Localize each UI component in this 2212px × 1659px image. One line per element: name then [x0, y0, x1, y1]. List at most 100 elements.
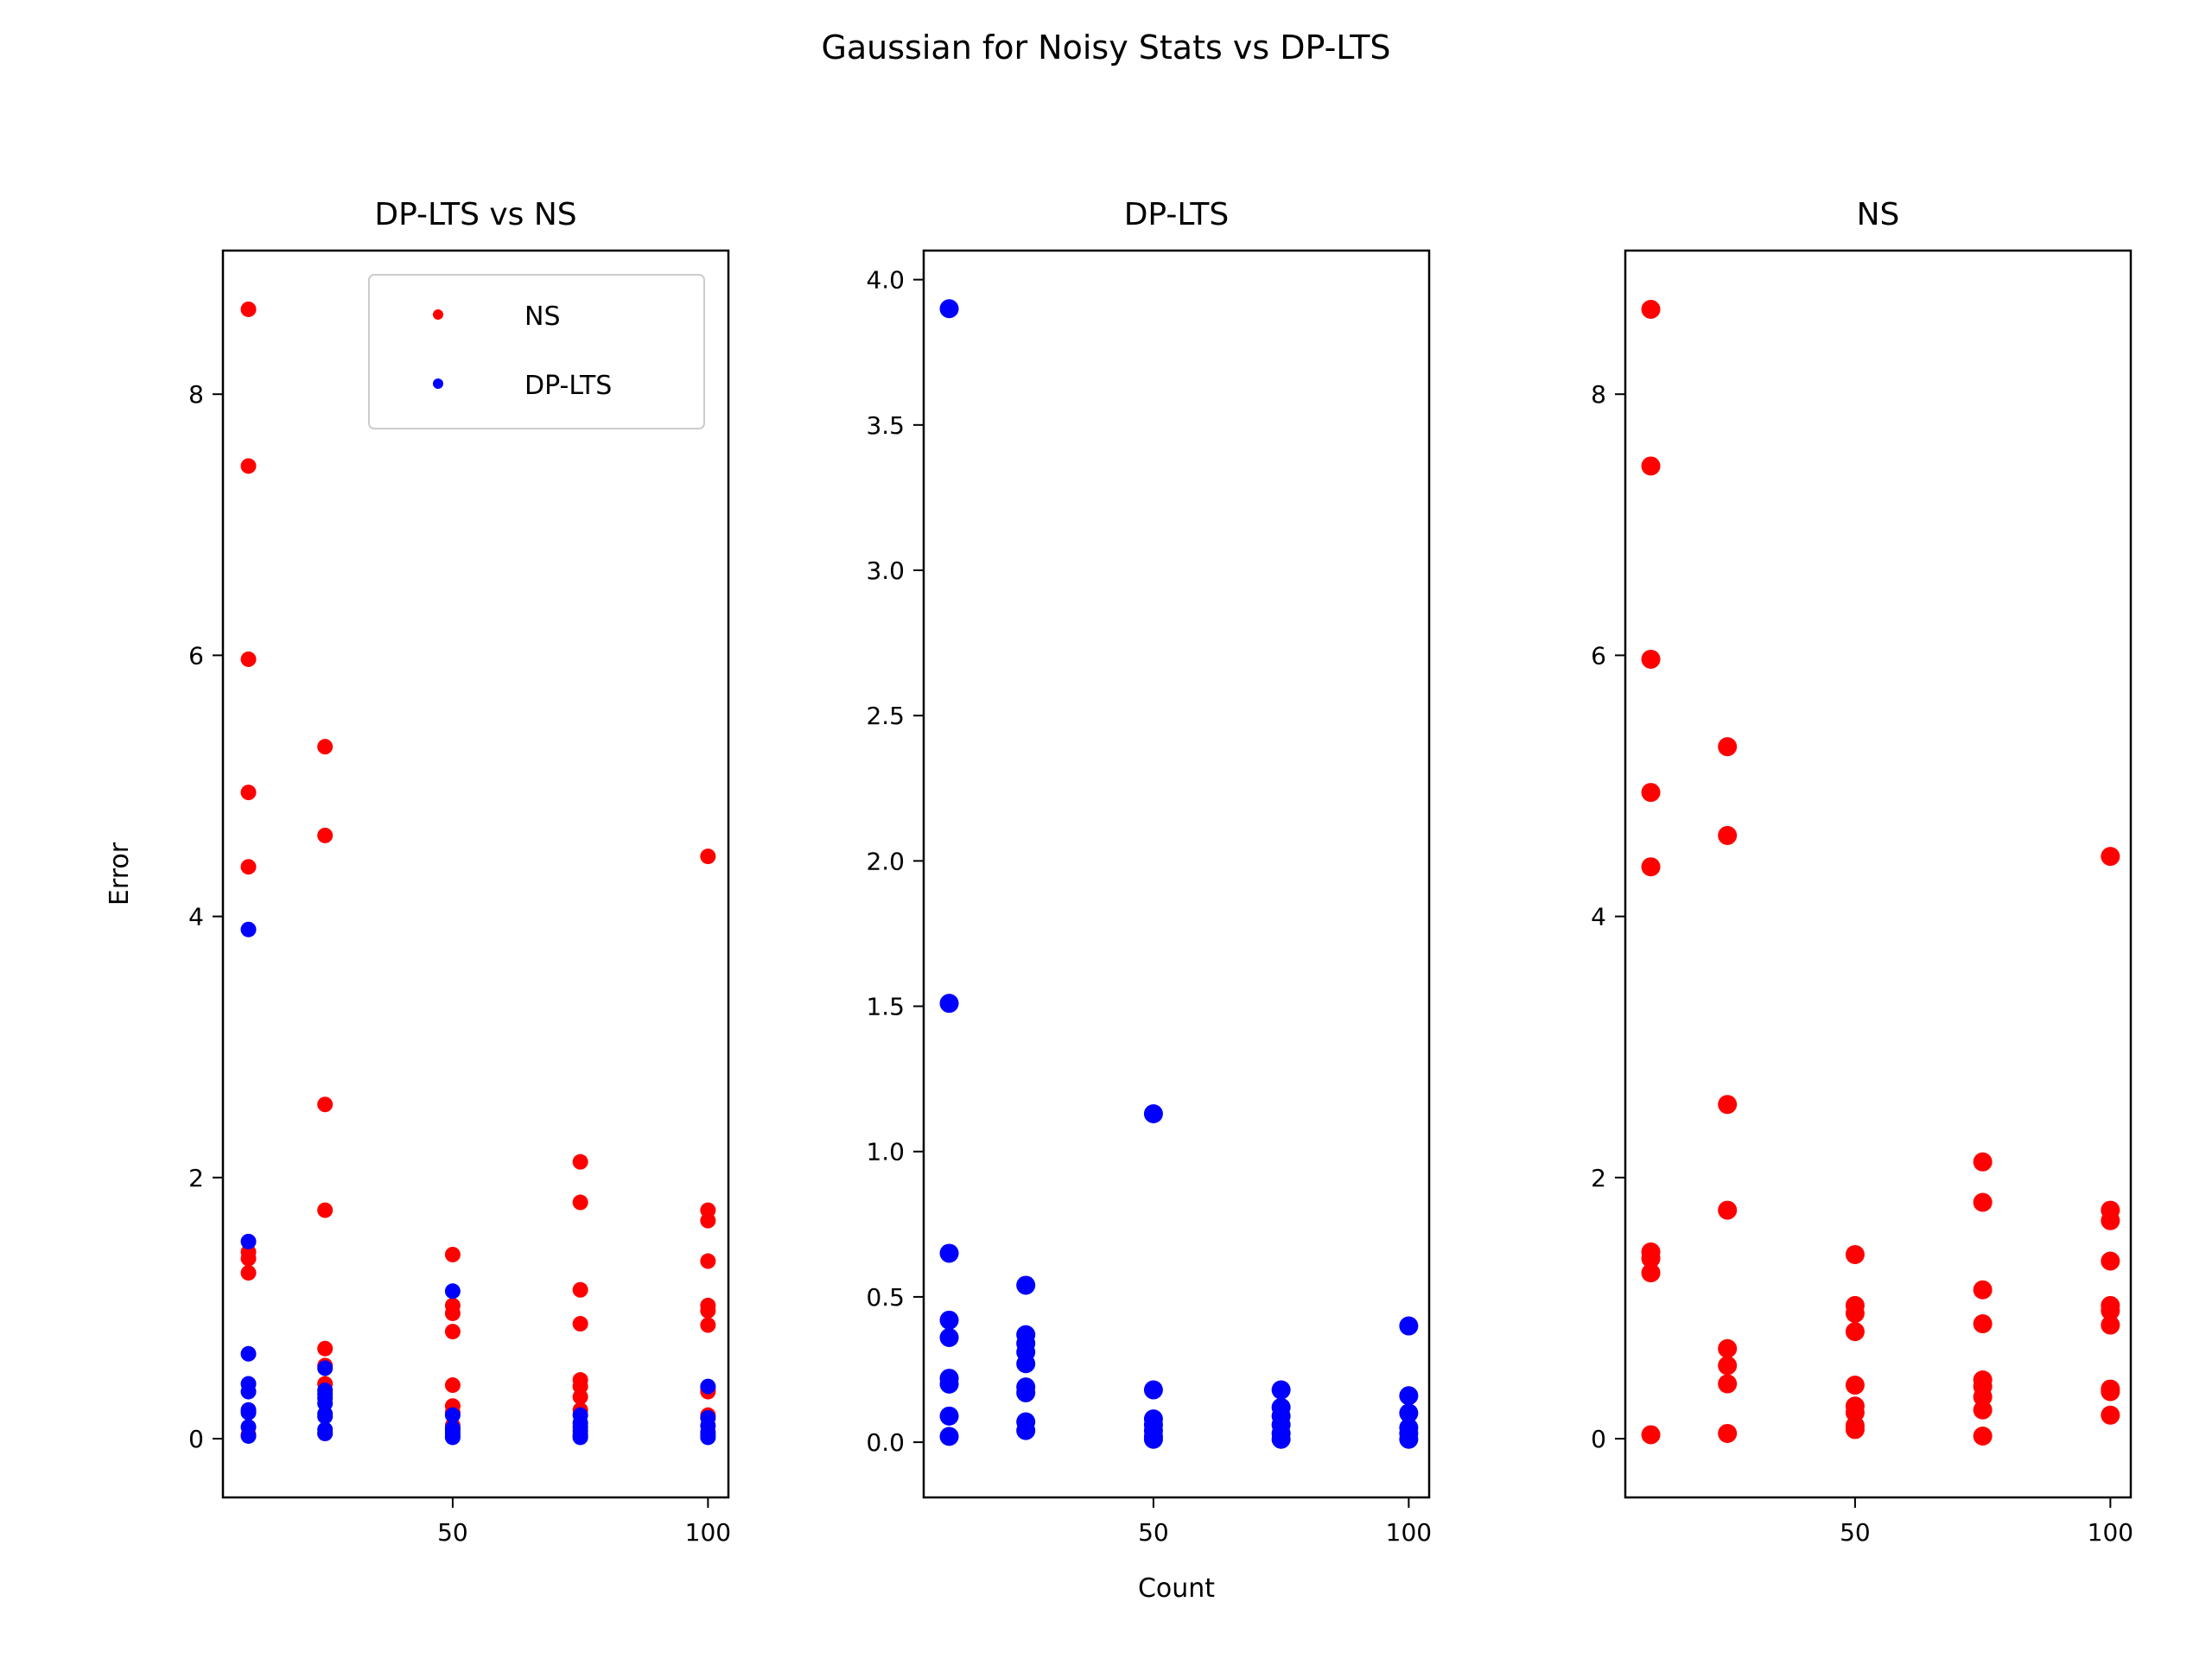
data-point-ns	[240, 859, 257, 875]
subplot-title: DP-LTS	[1124, 197, 1230, 232]
y-tick-label: 3.5	[866, 411, 905, 440]
x-tick-label: 50	[1840, 1518, 1871, 1547]
data-point-series	[1641, 1425, 1661, 1445]
data-point-series	[1845, 1303, 1865, 1323]
data-point-series	[1718, 1423, 1738, 1443]
data-point-series	[2101, 1211, 2120, 1230]
data-point-ns	[240, 1265, 257, 1281]
data-point-series	[1845, 1244, 1865, 1264]
y-tick-label: 3.0	[866, 556, 905, 585]
data-point-series	[1143, 1104, 1163, 1123]
legend-marker-dp-lts	[433, 378, 443, 389]
data-point-ns	[240, 785, 257, 801]
data-point-series	[939, 1406, 959, 1426]
x-tick-label: 100	[1386, 1518, 1432, 1547]
data-point-ns	[444, 1324, 461, 1340]
data-point-series	[2101, 847, 2120, 867]
y-tick-label: 4	[188, 903, 204, 931]
data-point-series	[1143, 1429, 1163, 1449]
data-point-series	[1016, 1421, 1036, 1440]
y-tick-label: 6	[188, 641, 204, 670]
data-point-series	[1845, 1402, 1865, 1422]
data-point-dp-lts	[317, 1425, 334, 1441]
legend-label-ns: NS	[524, 302, 560, 332]
legend-frame	[368, 274, 705, 429]
subplot-title: DP-LTS vs NS	[374, 197, 576, 232]
data-point-series	[939, 994, 959, 1014]
y-tick-label: 2	[188, 1164, 204, 1192]
data-point-series	[1641, 857, 1661, 877]
data-point-series	[1016, 1275, 1036, 1295]
data-point-ns	[317, 1340, 334, 1357]
data-point-dp-lts	[444, 1283, 461, 1300]
y-tick-label: 0	[188, 1425, 204, 1453]
axes-frame	[1624, 249, 2133, 1499]
data-point-series	[1271, 1380, 1291, 1400]
x-tick-label: 50	[437, 1518, 468, 1547]
y-tick-label: 2	[1591, 1164, 1606, 1192]
data-point-series	[1718, 1200, 1738, 1220]
data-point-series	[2101, 1405, 2120, 1425]
data-point-series	[1718, 737, 1738, 757]
data-point-series	[1399, 1403, 1419, 1423]
y-tick-label: 1.0	[866, 1138, 905, 1166]
data-point-ns	[572, 1316, 588, 1332]
data-point-ns	[700, 1317, 716, 1333]
data-point-dp-lts	[317, 1360, 334, 1376]
data-point-series	[1973, 1400, 1993, 1420]
data-point-series	[1399, 1316, 1419, 1336]
data-point-dp-lts	[317, 1408, 334, 1425]
data-point-ns	[240, 1250, 257, 1267]
data-point-series	[1143, 1380, 1163, 1400]
y-tick-label: 6	[1591, 641, 1606, 670]
data-point-series	[939, 299, 959, 319]
data-point-dp-lts	[240, 1427, 257, 1444]
data-point-ns	[572, 1194, 588, 1211]
data-point-series	[1718, 1356, 1738, 1376]
data-point-ns	[240, 458, 257, 474]
data-point-ns	[444, 1377, 461, 1394]
data-point-dp-lts	[240, 1345, 257, 1362]
y-tick-label: 0.0	[866, 1428, 905, 1457]
data-point-series	[1973, 1387, 1993, 1407]
data-point-series	[1016, 1354, 1036, 1374]
data-point-series	[1718, 825, 1738, 845]
y-tick-label: 8	[1591, 380, 1606, 409]
y-tick-label: 0.5	[866, 1283, 905, 1312]
data-point-series	[1973, 1192, 1993, 1212]
data-point-series	[1271, 1429, 1291, 1449]
subplot-ns: NS 50 100 0 2 4 6 8	[1591, 197, 2133, 1547]
y-tick-label: 2.5	[866, 702, 905, 730]
data-point-ns	[572, 1281, 588, 1298]
subplot-title: NS	[1857, 197, 1900, 232]
data-point-series	[1973, 1314, 1993, 1334]
data-point-ns	[444, 1246, 461, 1262]
data-point-series	[1399, 1386, 1419, 1406]
axes-frame	[221, 249, 730, 1499]
data-point-series	[1641, 1263, 1661, 1283]
x-tick-label: 100	[2088, 1518, 2133, 1547]
y-tick-label: 4.0	[866, 266, 905, 295]
y-tick-label: 0	[1591, 1425, 1606, 1453]
data-point-ns	[317, 827, 334, 843]
data-point-series	[939, 1328, 959, 1347]
data-point-dp-lts	[240, 921, 257, 938]
data-point-series	[1641, 783, 1661, 803]
data-point-series	[1718, 1095, 1738, 1115]
legend: NS DP-LTS	[368, 274, 705, 429]
data-point-series	[1973, 1280, 1993, 1300]
data-point-ns	[317, 1096, 334, 1113]
data-point-series	[1016, 1382, 1036, 1402]
data-point-series	[939, 1243, 959, 1263]
data-point-series	[1641, 1249, 1661, 1268]
data-point-ns	[572, 1154, 588, 1170]
data-point-dp-lts	[572, 1429, 588, 1446]
y-tick-label: 1.5	[866, 993, 905, 1021]
data-point-series	[1399, 1429, 1419, 1449]
data-point-series	[2101, 1315, 2120, 1335]
data-point-ns	[700, 1212, 716, 1229]
data-point-series	[939, 1427, 959, 1446]
subplot-dp-lts: DP-LTS Count 50 100 0.0 0.5 1.0 1.5 2.0 2.5 3.0 3…	[866, 197, 1432, 1604]
data-point-ns	[444, 1305, 461, 1321]
